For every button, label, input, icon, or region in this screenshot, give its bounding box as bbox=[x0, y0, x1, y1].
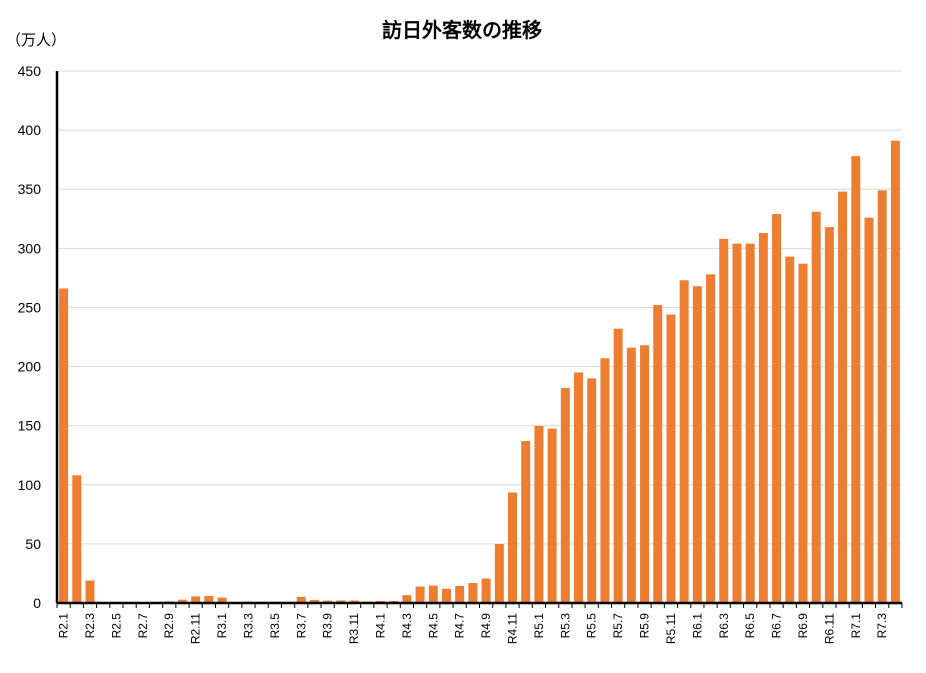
x-tick-label: R3.11 bbox=[347, 613, 361, 644]
x-tick-label: R5.1 bbox=[532, 613, 546, 639]
bar bbox=[890, 140, 900, 604]
bar bbox=[85, 580, 95, 603]
y-tick-label: 200 bbox=[18, 359, 42, 375]
x-tick-label: R3.3 bbox=[241, 613, 255, 639]
x-tick-label: R2.9 bbox=[162, 613, 176, 639]
x-tick-label: R4.7 bbox=[453, 613, 467, 639]
x-tick-label: R2.11 bbox=[189, 613, 203, 644]
x-tick-label: R6.7 bbox=[770, 613, 784, 639]
bar bbox=[428, 585, 438, 603]
y-tick-label: 300 bbox=[18, 240, 42, 256]
x-tick-label: R3.9 bbox=[321, 613, 335, 639]
bar bbox=[679, 280, 689, 603]
bar bbox=[217, 597, 227, 603]
bar bbox=[296, 596, 306, 603]
bar bbox=[758, 232, 768, 603]
bar bbox=[309, 599, 319, 603]
y-tick-label: 250 bbox=[18, 299, 42, 315]
x-tick-label: R4.11 bbox=[506, 613, 520, 644]
x-tick-label: R5.3 bbox=[558, 613, 572, 639]
bar bbox=[336, 600, 346, 603]
bar bbox=[204, 596, 214, 603]
x-axis-tick-labels: R2.1 R2.3 R2.5 R2.7 R2.9 R2.11 R3.1 R3.3 R3.5 R3.… bbox=[56, 603, 903, 644]
x-tick-label: R4.1 bbox=[373, 613, 387, 639]
chart-title: 訪日外客数の推移 bbox=[382, 18, 542, 42]
y-axis-tick-labels: 0 50 100 150 200 250 300 350 400 450 bbox=[18, 63, 42, 611]
x-tick-label: R6.11 bbox=[822, 613, 836, 644]
bar bbox=[547, 428, 557, 603]
bar bbox=[653, 305, 663, 603]
bar bbox=[521, 441, 531, 603]
x-tick-label: R4.3 bbox=[400, 613, 414, 639]
x-tick-label: R2.5 bbox=[109, 613, 123, 639]
bar bbox=[415, 586, 425, 603]
bar bbox=[772, 214, 782, 603]
bars bbox=[59, 140, 900, 604]
x-tick-label: R6.9 bbox=[796, 613, 810, 639]
bar bbox=[666, 314, 676, 603]
bar bbox=[732, 243, 742, 604]
bar bbox=[481, 578, 491, 603]
x-tick-label: R4.9 bbox=[479, 613, 493, 639]
x-tick-label: R6.1 bbox=[690, 613, 704, 639]
bar bbox=[402, 595, 412, 603]
x-tick-label: R2.7 bbox=[136, 613, 150, 639]
bar bbox=[851, 156, 861, 603]
bar bbox=[508, 492, 517, 603]
bar bbox=[798, 263, 808, 603]
bar bbox=[494, 544, 504, 603]
bar bbox=[191, 596, 201, 603]
y-tick-label: 100 bbox=[18, 477, 42, 493]
bar bbox=[455, 585, 465, 603]
x-tick-label: R6.5 bbox=[743, 613, 757, 639]
x-tick-label: R3.1 bbox=[215, 613, 229, 639]
x-tick-label: R7.3 bbox=[875, 613, 889, 639]
bar bbox=[574, 372, 584, 603]
bar bbox=[824, 227, 834, 603]
bar bbox=[877, 190, 887, 603]
bar bbox=[640, 345, 650, 603]
bar bbox=[719, 238, 729, 603]
bar bbox=[692, 286, 702, 603]
x-tick-label: R3.7 bbox=[294, 613, 308, 639]
bar bbox=[706, 274, 716, 603]
y-tick-label: 50 bbox=[25, 536, 41, 552]
x-tick-label: R5.9 bbox=[638, 613, 652, 639]
y-tick-label: 0 bbox=[33, 595, 41, 611]
bar bbox=[534, 426, 544, 603]
bar bbox=[587, 378, 597, 603]
y-tick-label: 450 bbox=[18, 63, 42, 79]
bar bbox=[745, 243, 755, 604]
bar bbox=[600, 358, 610, 603]
bar bbox=[59, 288, 69, 603]
x-tick-label: R5.7 bbox=[611, 613, 625, 639]
bar bbox=[468, 583, 478, 603]
bar bbox=[177, 599, 187, 603]
x-tick-label: R4.5 bbox=[426, 613, 440, 639]
x-tick-label: R2.1 bbox=[57, 613, 71, 639]
bar bbox=[72, 475, 82, 603]
bar bbox=[864, 217, 874, 603]
y-tick-label: 150 bbox=[18, 418, 42, 434]
bar bbox=[442, 588, 451, 603]
bar bbox=[811, 211, 821, 603]
y-tick-label: 400 bbox=[18, 122, 42, 138]
bar bbox=[626, 347, 636, 603]
y-axis-unit-label: （万人） bbox=[6, 31, 66, 49]
x-tick-label: R2.3 bbox=[83, 613, 97, 639]
bar bbox=[838, 191, 848, 603]
x-tick-label: R3.5 bbox=[268, 613, 282, 639]
x-tick-label: R7.1 bbox=[849, 613, 863, 639]
bar bbox=[560, 388, 570, 603]
bar bbox=[613, 328, 623, 603]
x-tick-label: R5.5 bbox=[585, 613, 599, 639]
bar bbox=[785, 256, 795, 603]
x-tick-label: R5.11 bbox=[664, 613, 678, 644]
y-tick-label: 350 bbox=[18, 181, 42, 197]
gridlines bbox=[57, 70, 902, 545]
x-tick-label: R6.3 bbox=[717, 613, 731, 639]
